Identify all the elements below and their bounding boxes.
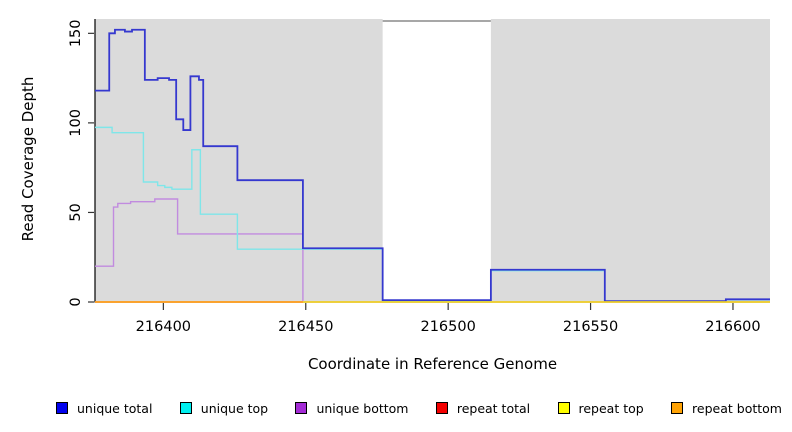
legend-label: unique total — [77, 400, 153, 416]
x-tick-label: 216600 — [705, 319, 760, 335]
unique-bottom-swatch-icon — [295, 402, 308, 414]
y-tick-label: 150 — [68, 19, 84, 47]
legend-label: unique top — [200, 400, 269, 416]
legend-item-unique-top: unique top — [179, 400, 269, 416]
legend: unique total unique top unique bottom re… — [56, 399, 782, 417]
legend-label: repeat bottom — [692, 400, 782, 416]
x-tick-label: 216450 — [278, 319, 333, 335]
shaded-region — [95, 19, 383, 302]
unique-top-swatch-icon — [179, 402, 192, 414]
y-tick-label: 100 — [68, 109, 84, 137]
x-tick-label: 216550 — [563, 319, 618, 335]
legend-item-unique-bottom: unique bottom — [295, 400, 409, 416]
repeat-top-swatch-icon — [557, 402, 570, 414]
repeat-bottom-swatch-icon — [671, 402, 684, 414]
repeat-total-swatch-icon — [435, 402, 448, 414]
legend-item-repeat-top: repeat top — [557, 400, 644, 416]
series-unique-bottom — [95, 198, 770, 303]
y-tick-label: 0 — [68, 297, 84, 306]
legend-item-repeat-bottom: repeat bottom — [671, 401, 782, 416]
x-axis-title: Coordinate in Reference Genome — [307, 355, 558, 373]
x-tick-label: 216400 — [136, 319, 191, 335]
legend-item-unique-total: unique total — [56, 401, 152, 416]
legend-label: unique bottom — [316, 400, 409, 416]
y-axis-title: Read Coverage Depth — [19, 76, 37, 242]
shaded-region — [490, 19, 770, 302]
legend-label: repeat total — [456, 400, 531, 416]
unique-total-swatch-icon — [56, 402, 68, 414]
legend-item-repeat-total: repeat total — [435, 400, 531, 416]
series-unique-total — [95, 28, 770, 303]
legend-label: repeat top — [578, 400, 644, 416]
x-tick-label: 216500 — [420, 319, 475, 335]
y-tick-label: 50 — [68, 203, 84, 221]
